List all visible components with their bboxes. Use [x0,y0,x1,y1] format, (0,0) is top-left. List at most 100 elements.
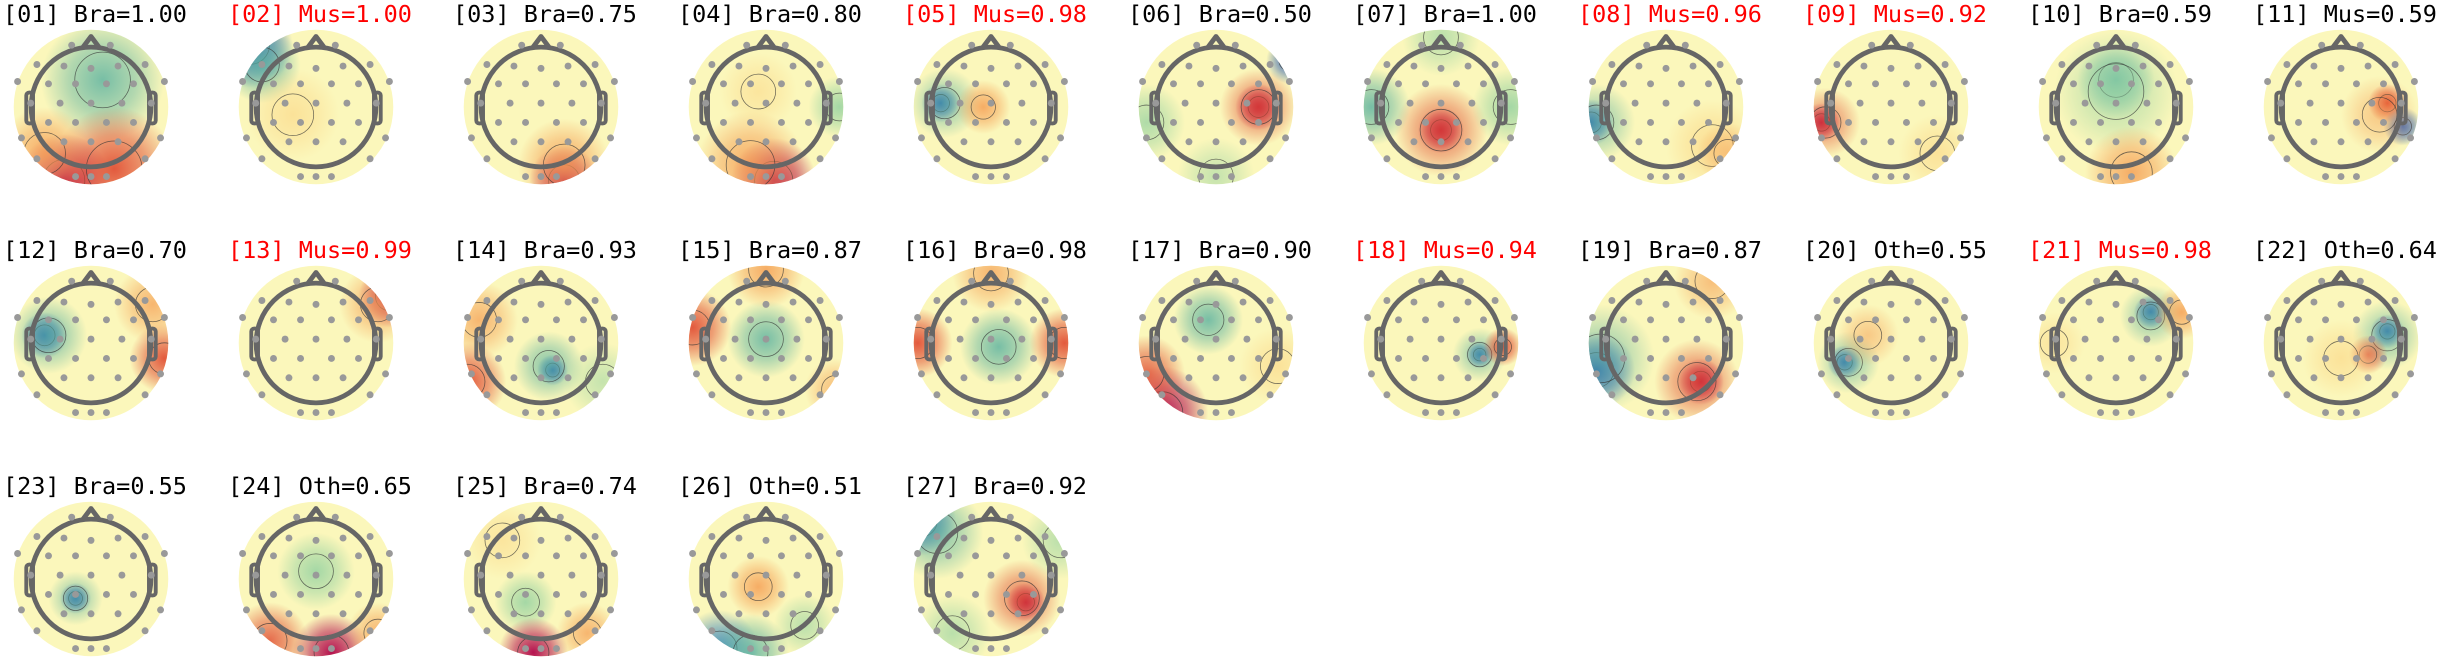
electrode-marker [1158,155,1166,163]
right-ear-icon [147,562,158,598]
electrode-marker [506,335,514,343]
electrode-marker [2337,64,2345,72]
electrode-marker [552,80,560,88]
electrode-marker [777,173,785,181]
electrode-marker [1860,138,1868,146]
electrode-marker [1041,391,1049,399]
electrode-marker [1635,62,1643,70]
electrode-marker [972,645,980,653]
electrode-marker [27,571,35,579]
component-title: [08] Mus=0.96 [1578,0,1762,28]
electrode-marker [147,99,155,107]
electrode-marker [2352,316,2360,324]
electrode-marker [1960,78,1968,85]
contour-line [748,321,784,357]
right-ear-icon [1272,90,1283,126]
electrode-marker [743,41,751,49]
electrode-marker [1817,134,1825,142]
electrode-marker [252,335,260,343]
electrode-marker [464,550,472,557]
electrode-marker [580,354,587,362]
electrode-marker [1041,627,1049,635]
electrode-marker [157,606,165,614]
left-ear-icon [699,326,710,362]
electrode-marker [1002,409,1010,417]
electrode-marker [355,552,362,560]
electrode-marker [1422,316,1430,324]
electrode-marker [33,61,41,68]
electrode-marker [2295,118,2302,126]
electrode-marker [285,298,293,306]
contour-line [743,572,773,602]
electrode-marker [1047,99,1055,107]
activation-blob [13,296,88,374]
right-ear-icon [2172,90,2183,126]
electrode-marker [2039,314,2047,321]
electrode-marker [537,610,545,618]
electrode-marker [312,64,320,72]
electrode-marker [960,374,968,382]
electrode-marker [1856,99,1864,107]
electrode-marker [720,590,727,598]
electrode-marker [537,409,545,417]
electrode-marker [1464,62,1472,70]
electrode-marker [972,173,980,181]
electrode-marker [2166,61,2174,68]
electrode-marker [972,354,980,362]
nose-icon [80,34,102,50]
scalp-topomap [688,265,844,421]
electrode-marker [816,297,824,304]
electrode-marker [735,534,743,542]
electrode-marker [2380,118,2387,126]
electrode-marker [1732,370,1740,378]
electrode-marker [2112,335,2120,343]
electrode-marker [552,645,560,653]
electrode-marker [692,606,700,614]
electrode-marker [114,138,122,146]
electrode-marker [270,118,277,126]
electrode-marker [552,354,560,362]
electrode-marker [1608,297,1616,304]
topomap-panel: [13] Mus=0.99 [225,236,450,431]
electrode-marker [1947,99,1955,107]
electrode-marker [2112,138,2120,146]
electrode-marker [1152,335,1160,343]
contour-line [748,265,784,288]
electrode-marker [781,277,789,285]
electrode-marker [1705,80,1712,88]
right-ear-icon [372,90,383,126]
electrode-marker [2166,297,2174,304]
electrode-marker [1231,41,1239,49]
electrode-marker [692,370,700,378]
electrode-marker [914,78,922,85]
electrode-marker [522,354,530,362]
electrode-marker [1212,64,1220,72]
contour-line [790,611,819,640]
electrode-marker [1014,374,1022,382]
electrode-marker [1231,277,1239,285]
component-title: [15] Bra=0.87 [678,236,862,264]
electrode-marker [2264,78,2272,85]
head-outline [2278,44,2404,170]
electrode-marker [495,80,502,88]
electrode-marker [270,80,277,88]
nose-icon [2105,270,2127,286]
electrode-marker [945,80,952,88]
electrode-marker [1464,298,1472,306]
electrode-marker [1057,606,1065,614]
electrode-marker [1014,62,1022,70]
activation-blob [1219,68,1294,146]
electrode-marker [1255,80,1262,88]
component-title: [01] Bra=1.00 [3,0,187,28]
electrode-marker [972,80,980,88]
electrode-marker [735,610,743,618]
electrode-marker [1464,138,1472,146]
electrode-marker [130,316,137,324]
electrode-marker [1197,173,1205,181]
electrode-marker [2166,155,2174,163]
electrode-marker [2380,316,2387,324]
activation-blob [2054,29,2178,154]
electrode-marker [1227,80,1235,88]
electrode-marker [2182,370,2190,378]
electrode-marker [141,391,149,399]
